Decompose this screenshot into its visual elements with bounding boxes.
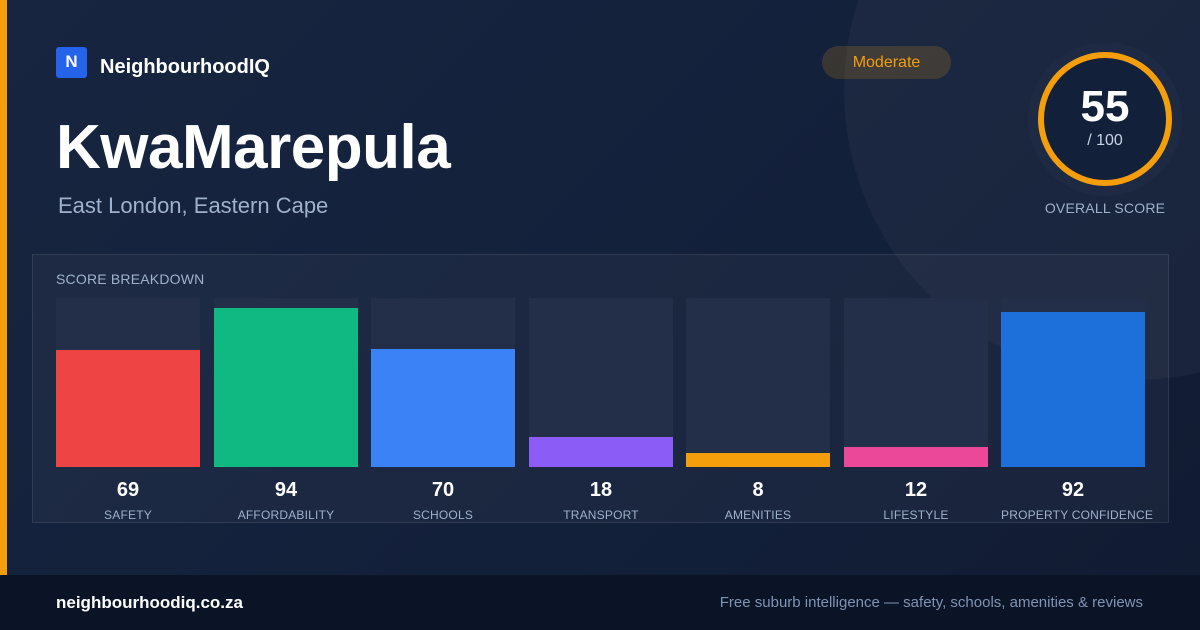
bar-label-schools: SCHOOLS <box>412 508 474 522</box>
share-card: N NeighbourhoodIQ KwaMarepula East Londo… <box>0 0 1200 575</box>
bar-track-amenities <box>686 298 830 467</box>
overall-score-caption: OVERALL SCORE <box>1044 200 1166 216</box>
bar-lifestyle <box>844 447 988 467</box>
bar-label-amenities: AMENITIES <box>724 508 792 522</box>
bar-value-property-confidence: 92 <box>1061 479 1085 501</box>
bar-track-lifestyle <box>844 298 988 467</box>
suburb-location: East London, Eastern Cape <box>58 193 329 218</box>
overall-score-max: / 100 <box>1087 132 1123 149</box>
suburb-title: KwaMarepula <box>56 113 451 182</box>
bar-track-schools <box>371 298 515 467</box>
bar-label-property-confidence: PROPERTY CONFIDENCE <box>1001 508 1154 522</box>
bar-label-safety: SAFETY <box>104 508 152 522</box>
bar-amenities <box>686 453 830 467</box>
bar-track-safety <box>56 298 200 467</box>
score-ring-progress <box>1038 52 1172 186</box>
bar-schools <box>371 349 515 467</box>
brand: N NeighbourhoodIQ <box>56 46 270 78</box>
footer: neighbourhoodiq.co.za Free suburb intell… <box>0 575 1200 630</box>
rating-badge: Moderate <box>822 46 951 79</box>
brand-name: NeighbourhoodIQ <box>100 55 270 78</box>
score-breakdown-title: SCORE BREAKDOWN <box>56 271 205 287</box>
bar-label-affordability: AFFORDABILITY <box>237 508 335 522</box>
footer-tagline: Free suburb intelligence — safety, schoo… <box>719 594 1143 611</box>
bar-safety <box>56 350 200 467</box>
bar-value-amenities: 8 <box>752 479 764 501</box>
score-breakdown-chart: 69 SAFETY 94 AFFORDABILITY 70 SCHOOLS 18 TRANSP… <box>56 298 1154 522</box>
brand-logo-icon: N <box>56 46 87 78</box>
bar-property-confidence <box>1001 312 1145 467</box>
score-breakdown-panel <box>32 254 1169 523</box>
bar-label-transport: TRANSPORT <box>563 508 639 522</box>
bar-value-schools: 70 <box>431 479 455 501</box>
bar-track-affordability <box>214 298 358 467</box>
bar-value-safety: 69 <box>116 479 140 501</box>
bar-value-affordability: 94 <box>274 479 298 501</box>
bar-affordability <box>214 308 358 467</box>
bar-value-lifestyle: 12 <box>904 479 928 501</box>
bar-track-transport <box>529 298 673 467</box>
bar-value-transport: 18 <box>589 479 613 501</box>
bar-label-lifestyle: LIFESTYLE <box>883 508 949 522</box>
bar-transport <box>529 437 673 467</box>
overall-score-value: 55 <box>1080 82 1130 131</box>
score-ring-svg <box>1028 42 1182 196</box>
accent-bar <box>0 0 7 575</box>
overall-score-ring: 55 / 100 <box>1028 42 1182 196</box>
footer-url[interactable]: neighbourhoodiq.co.za <box>56 593 243 612</box>
bar-track-property-confidence <box>1001 298 1145 467</box>
